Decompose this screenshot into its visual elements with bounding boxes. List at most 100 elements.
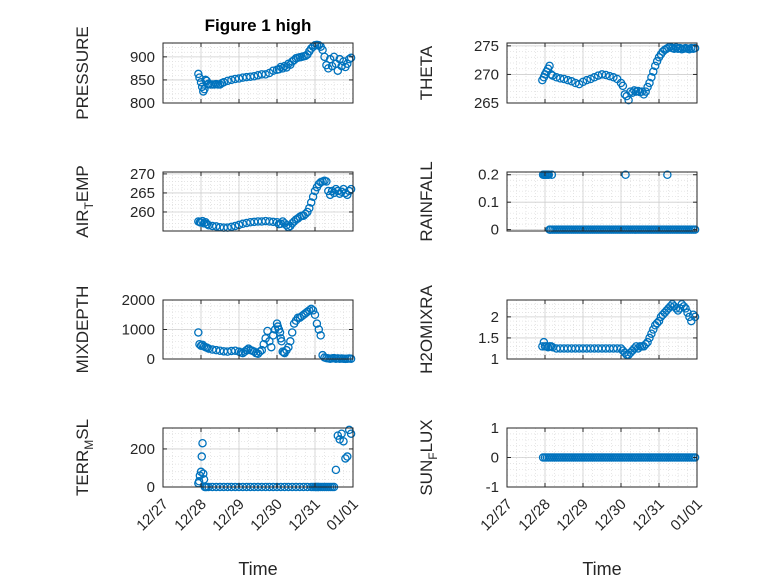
data-point <box>301 209 310 219</box>
data-point <box>202 219 212 229</box>
x-tick-label: 12/27 <box>477 496 516 535</box>
y-tick-label: -1 <box>486 479 499 496</box>
y-tick-label: 0.2 <box>478 167 499 184</box>
data-point <box>649 325 658 334</box>
data-point <box>278 64 287 73</box>
data-point <box>555 74 565 83</box>
y-tick-label: 800 <box>130 95 155 112</box>
data-point <box>306 198 316 207</box>
axes-background <box>507 172 697 231</box>
data-point <box>685 45 694 54</box>
y-tick-label: 275 <box>474 38 499 55</box>
data-point <box>312 319 322 328</box>
data-point <box>242 345 251 355</box>
data-point <box>582 75 592 85</box>
y-axis-label: H2OMIXRA <box>417 284 436 373</box>
y-tick-label: 2000 <box>122 292 155 309</box>
data-point <box>547 170 557 179</box>
data-point <box>223 76 232 86</box>
data-point <box>690 225 700 234</box>
data-point <box>597 70 607 79</box>
data-point <box>204 344 213 353</box>
data-point <box>268 217 278 227</box>
data-point <box>199 469 208 478</box>
axes-frame <box>506 42 698 104</box>
x-tick-label: 01/01 <box>323 496 362 535</box>
y-tick-label: 0 <box>147 479 155 496</box>
data-point <box>230 346 240 355</box>
data-point <box>647 73 656 82</box>
data-point <box>194 477 204 486</box>
data-point <box>641 87 650 96</box>
data-point <box>305 203 314 213</box>
data-point <box>310 310 320 319</box>
data-point <box>643 337 652 347</box>
y-tick-label: 200 <box>130 441 155 458</box>
data-point <box>194 69 203 79</box>
data-point <box>308 192 318 201</box>
data-point <box>322 177 331 186</box>
y-tick-label: 1000 <box>122 322 155 339</box>
data-point <box>255 347 265 356</box>
x-tick-label: 12/30 <box>247 496 286 535</box>
data-point <box>277 337 286 346</box>
data-point <box>539 337 549 347</box>
axes-frame <box>506 299 698 360</box>
data-point <box>652 318 662 328</box>
data-point <box>196 467 206 477</box>
data-point <box>343 59 352 69</box>
data-point <box>197 82 207 92</box>
data-point <box>671 304 681 313</box>
data-point <box>673 306 683 315</box>
y-tick-label: 270 <box>474 66 499 83</box>
data-point <box>337 61 346 71</box>
data-point <box>227 222 236 232</box>
data-point <box>275 328 285 337</box>
x-tick-label: 12/31 <box>285 496 324 535</box>
data-point <box>683 308 692 317</box>
data-point <box>268 331 278 340</box>
data-point <box>559 74 569 84</box>
y-tick-label: 0 <box>491 450 499 467</box>
data-point <box>346 429 356 438</box>
data-point <box>278 347 287 356</box>
y-axis-label: AIRTEMP <box>73 165 96 238</box>
data-point <box>343 452 352 461</box>
y-axis-label: THETA <box>417 45 436 100</box>
data-point <box>249 71 259 81</box>
data-point <box>690 453 700 462</box>
data-point <box>621 170 630 179</box>
data-point <box>346 53 356 63</box>
data-point <box>306 304 316 314</box>
y-tick-label: 265 <box>474 95 499 112</box>
data-point <box>198 438 207 448</box>
data-point <box>650 61 660 71</box>
data-point <box>257 345 267 355</box>
data-point <box>268 66 278 75</box>
x-tick-label: 12/29 <box>553 496 592 535</box>
data-point <box>337 429 346 438</box>
data-point <box>282 221 291 230</box>
data-point <box>563 75 573 85</box>
data-point <box>316 331 325 340</box>
y-tick-label: 0 <box>491 222 499 239</box>
y-axis-label: PRESSURE <box>73 26 92 120</box>
data-point <box>263 326 272 336</box>
x-tick-label: 12/27 <box>133 496 172 535</box>
axes-frame <box>506 171 698 232</box>
data-point <box>261 70 270 79</box>
data-point <box>612 344 622 353</box>
data-point <box>643 82 652 92</box>
data-point <box>690 312 700 322</box>
axes-frame <box>162 427 354 488</box>
data-point <box>654 316 664 326</box>
data-point <box>663 170 672 179</box>
y-tick-label: 1 <box>491 351 499 368</box>
data-point <box>552 73 561 82</box>
axes-frame <box>162 171 354 232</box>
y-tick-label: 850 <box>130 72 155 89</box>
data-point <box>276 219 286 229</box>
data-point <box>645 78 654 88</box>
